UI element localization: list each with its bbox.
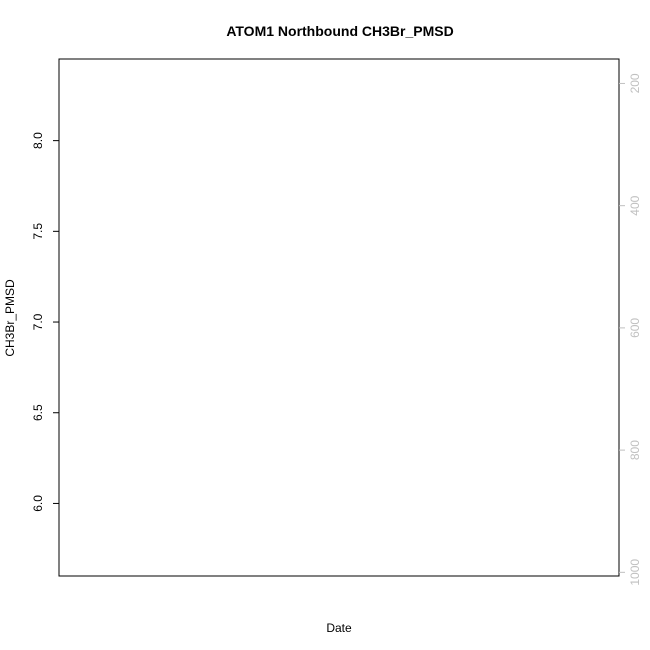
y2-tick-label: 800 [628, 440, 642, 460]
secondary-y-axis: 200 400 600 800 1000 [619, 73, 642, 586]
x-axis-label: Date [326, 621, 352, 635]
y2-tick-label: 200 [628, 73, 642, 93]
y-tick-label: 7.0 [31, 313, 45, 330]
y2-tick-label: 600 [628, 318, 642, 338]
y-tick-label: 6.0 [31, 495, 45, 512]
y2-tick-label: 1000 [628, 559, 642, 586]
chart-title: ATOM1 Northbound CH3Br_PMSD [226, 23, 453, 39]
y-axis: 6.0 6.5 7.0 7.5 8.0 [31, 132, 59, 512]
y-tick-label: 7.5 [31, 223, 45, 240]
plot-frame [58, 58, 620, 577]
y-axis-label: CH3Br_PMSD [3, 279, 17, 357]
y-tick-label: 6.5 [31, 404, 45, 421]
y-tick-label: 8.0 [31, 132, 45, 149]
y2-tick-label: 400 [628, 195, 642, 215]
